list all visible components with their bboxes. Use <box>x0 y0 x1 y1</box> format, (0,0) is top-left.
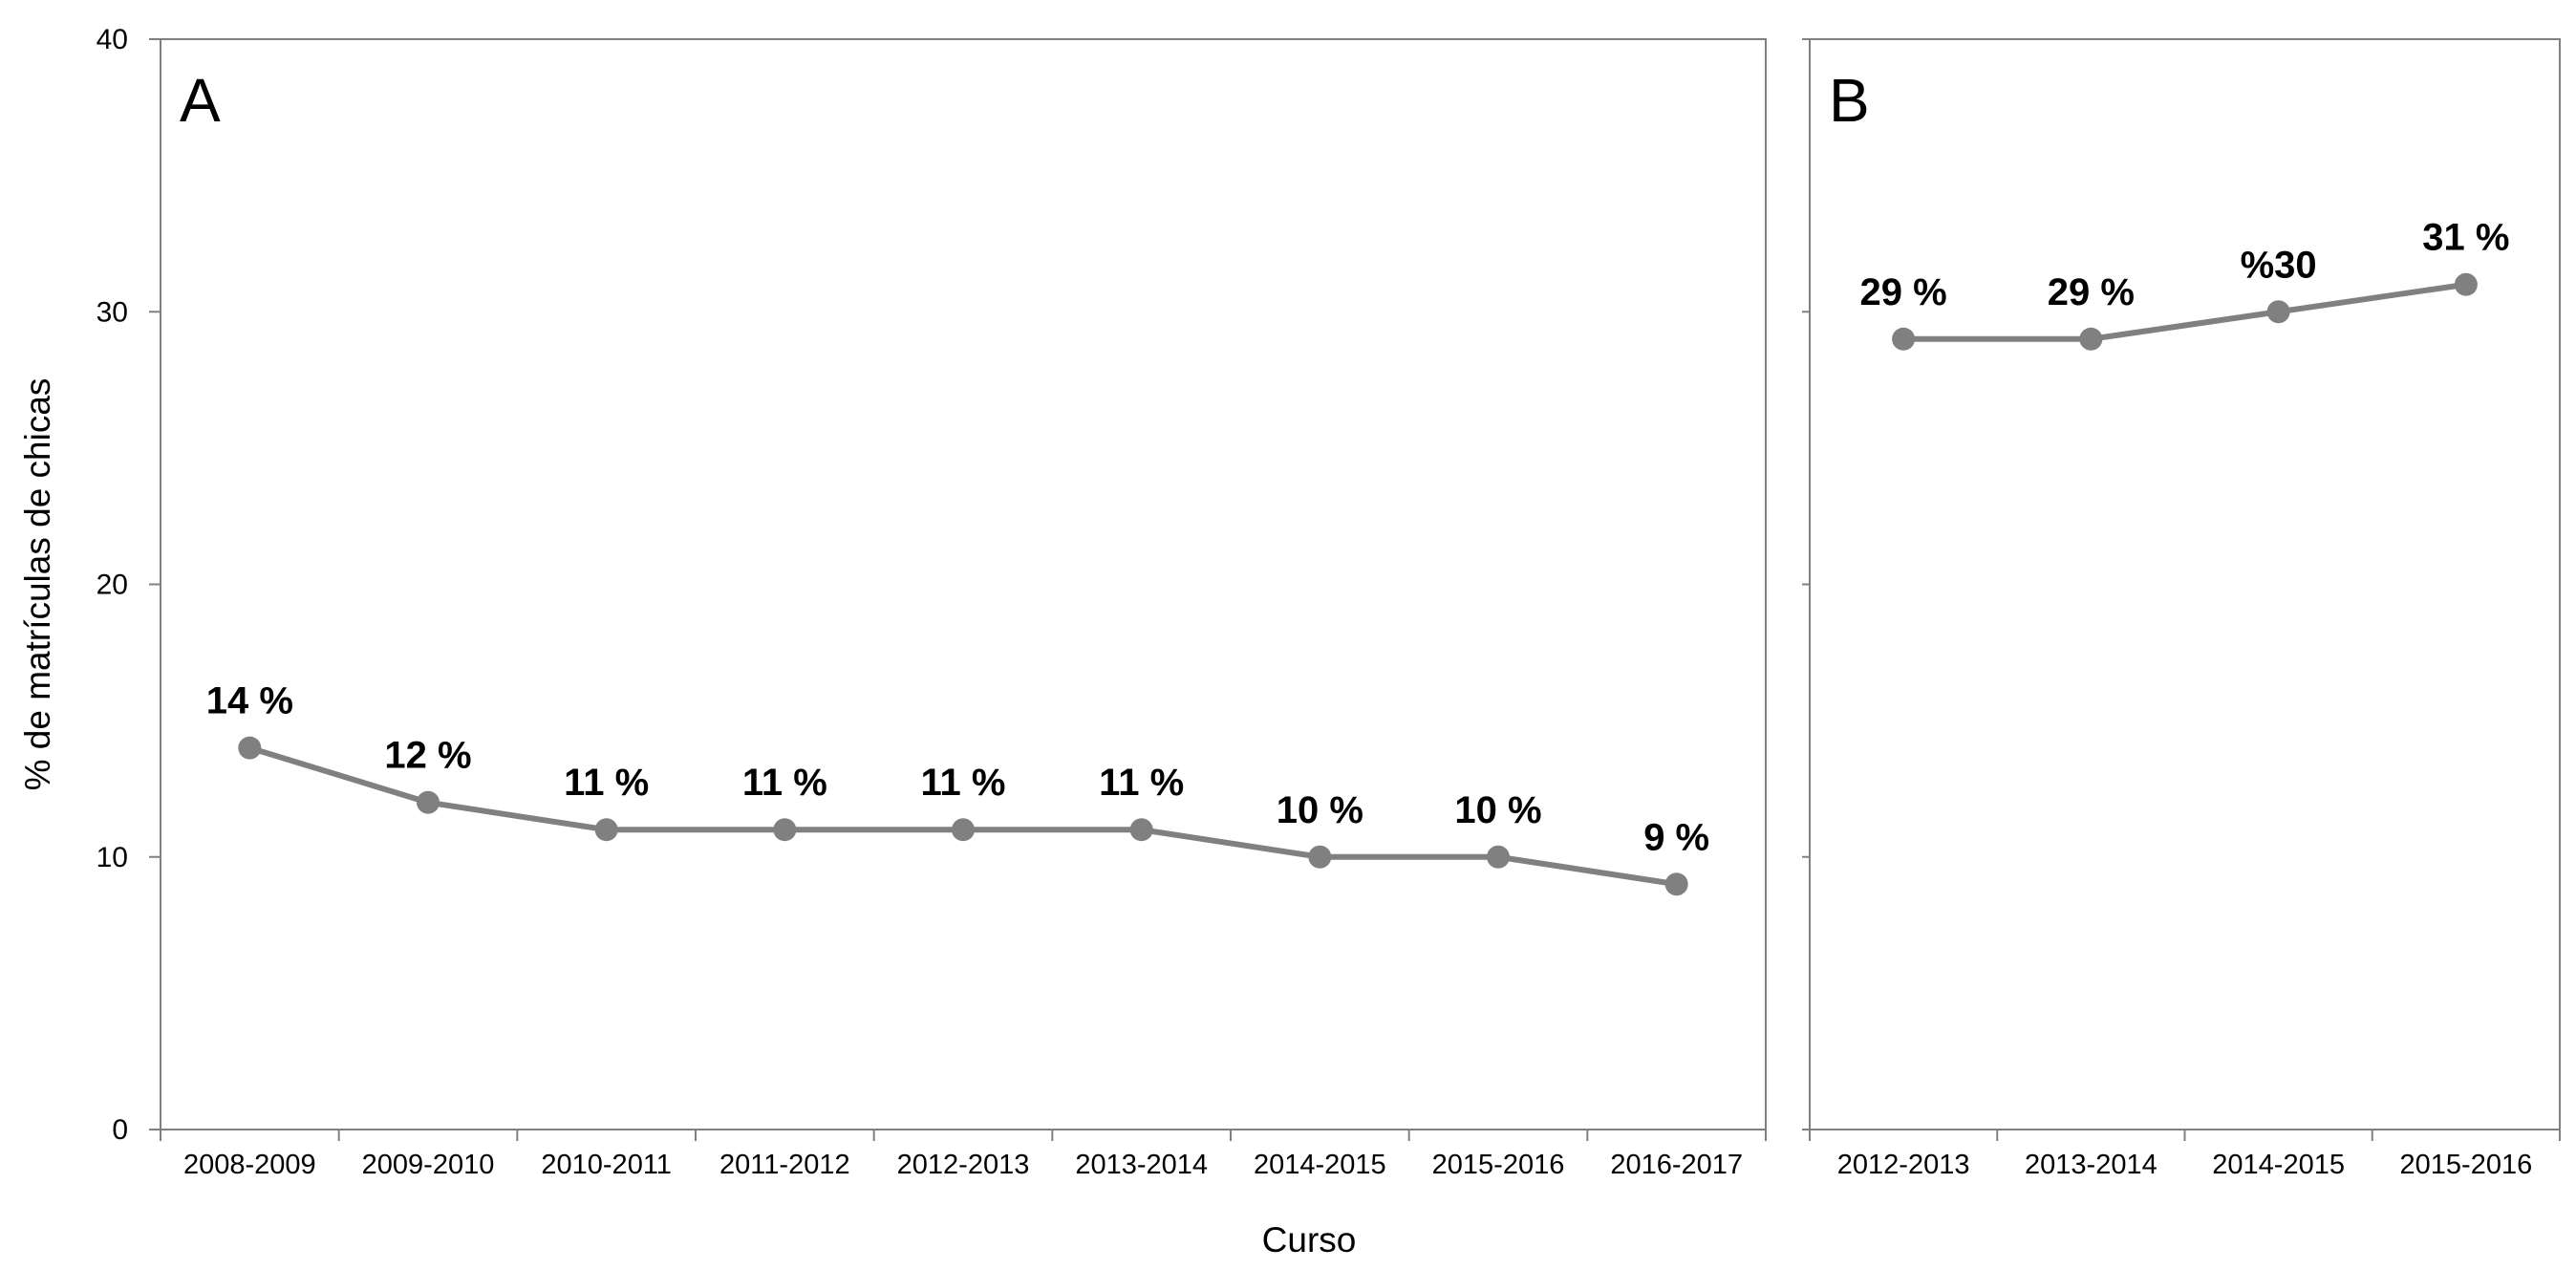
x-axis-title: Curso <box>1262 1220 1357 1259</box>
data-label: 14 % <box>206 680 293 722</box>
y-tick-label: 30 <box>97 296 128 328</box>
data-point <box>773 818 797 842</box>
series-b: 29 % 29 % %30 31 % <box>1860 217 2509 351</box>
data-label: 31 % <box>2422 217 2509 259</box>
data-point <box>1487 845 1510 869</box>
data-label: 12 % <box>384 735 471 777</box>
data-label: 11 % <box>921 762 1006 804</box>
panel-a-letter: A <box>180 66 221 135</box>
data-point <box>1664 872 1688 896</box>
x-tick-label: 2013-2014 <box>1075 1150 1208 1180</box>
x-tick-label: 2012-2013 <box>1837 1150 1970 1180</box>
x-tick-label: 2009-2010 <box>362 1150 495 1180</box>
x-axis-a: 2008-2009 2009-2010 2010-2011 2011-2012 2012… <box>160 1130 1767 1180</box>
x-tick-label: 2012-2013 <box>897 1150 1030 1180</box>
data-point <box>1308 845 1332 869</box>
data-label: 29 % <box>1860 271 1947 313</box>
y-tick-label: 20 <box>97 570 128 601</box>
data-label: 10 % <box>1454 789 1541 831</box>
data-label: 29 % <box>2048 271 2135 313</box>
plot-area-border <box>160 38 1767 1130</box>
y-tick-label: 0 <box>112 1114 128 1146</box>
data-label: %30 <box>2241 244 2317 286</box>
y-tick-label: 40 <box>97 24 128 55</box>
x-tick-label: 2013-2014 <box>2025 1150 2157 1180</box>
data-label: 11 % <box>742 762 827 804</box>
panel-b-letter: B <box>1829 66 1870 135</box>
x-tick-label: 2014-2015 <box>1254 1150 1386 1180</box>
data-point <box>2266 300 2290 324</box>
series-line <box>1903 281 2467 342</box>
y-axis: 0 10 20 30 40 <box>97 24 161 1146</box>
x-tick-label: 2014-2015 <box>2212 1150 2345 1180</box>
data-point <box>238 736 262 760</box>
data-point <box>2454 272 2478 296</box>
data-point <box>417 790 440 814</box>
data-label: 10 % <box>1277 789 1363 831</box>
plot-area-border <box>1809 38 2561 1130</box>
data-label: 11 % <box>1099 762 1184 804</box>
x-tick-label: 2015-2016 <box>2400 1150 2533 1180</box>
panel-b-frame <box>1802 38 2561 1130</box>
panel-a-frame <box>160 38 1767 1130</box>
x-tick-label: 2011-2012 <box>719 1150 850 1180</box>
x-tick-label: 2016-2017 <box>1610 1150 1743 1180</box>
data-point <box>1129 818 1153 842</box>
series-a: 14 % 12 % 11 % 11 % 11 % 11 % 10 % 10 % 9 % <box>206 680 1709 896</box>
data-label: 9 % <box>1643 816 1709 858</box>
y-axis-title: % de matrículas de chicas <box>18 378 57 791</box>
data-point <box>952 818 975 842</box>
x-tick-label: 2008-2009 <box>183 1150 316 1180</box>
data-label: 11 % <box>564 762 649 804</box>
y-tick-label: 10 <box>97 842 128 873</box>
data-point <box>1892 327 1916 351</box>
data-point <box>594 818 618 842</box>
x-tick-label: 2015-2016 <box>1432 1150 1565 1180</box>
data-point <box>2079 327 2103 351</box>
x-axis-b: 2012-2013 2013-2014 2014-2015 2015-2016 <box>1809 1130 2561 1180</box>
x-tick-label: 2010-2011 <box>541 1150 672 1180</box>
